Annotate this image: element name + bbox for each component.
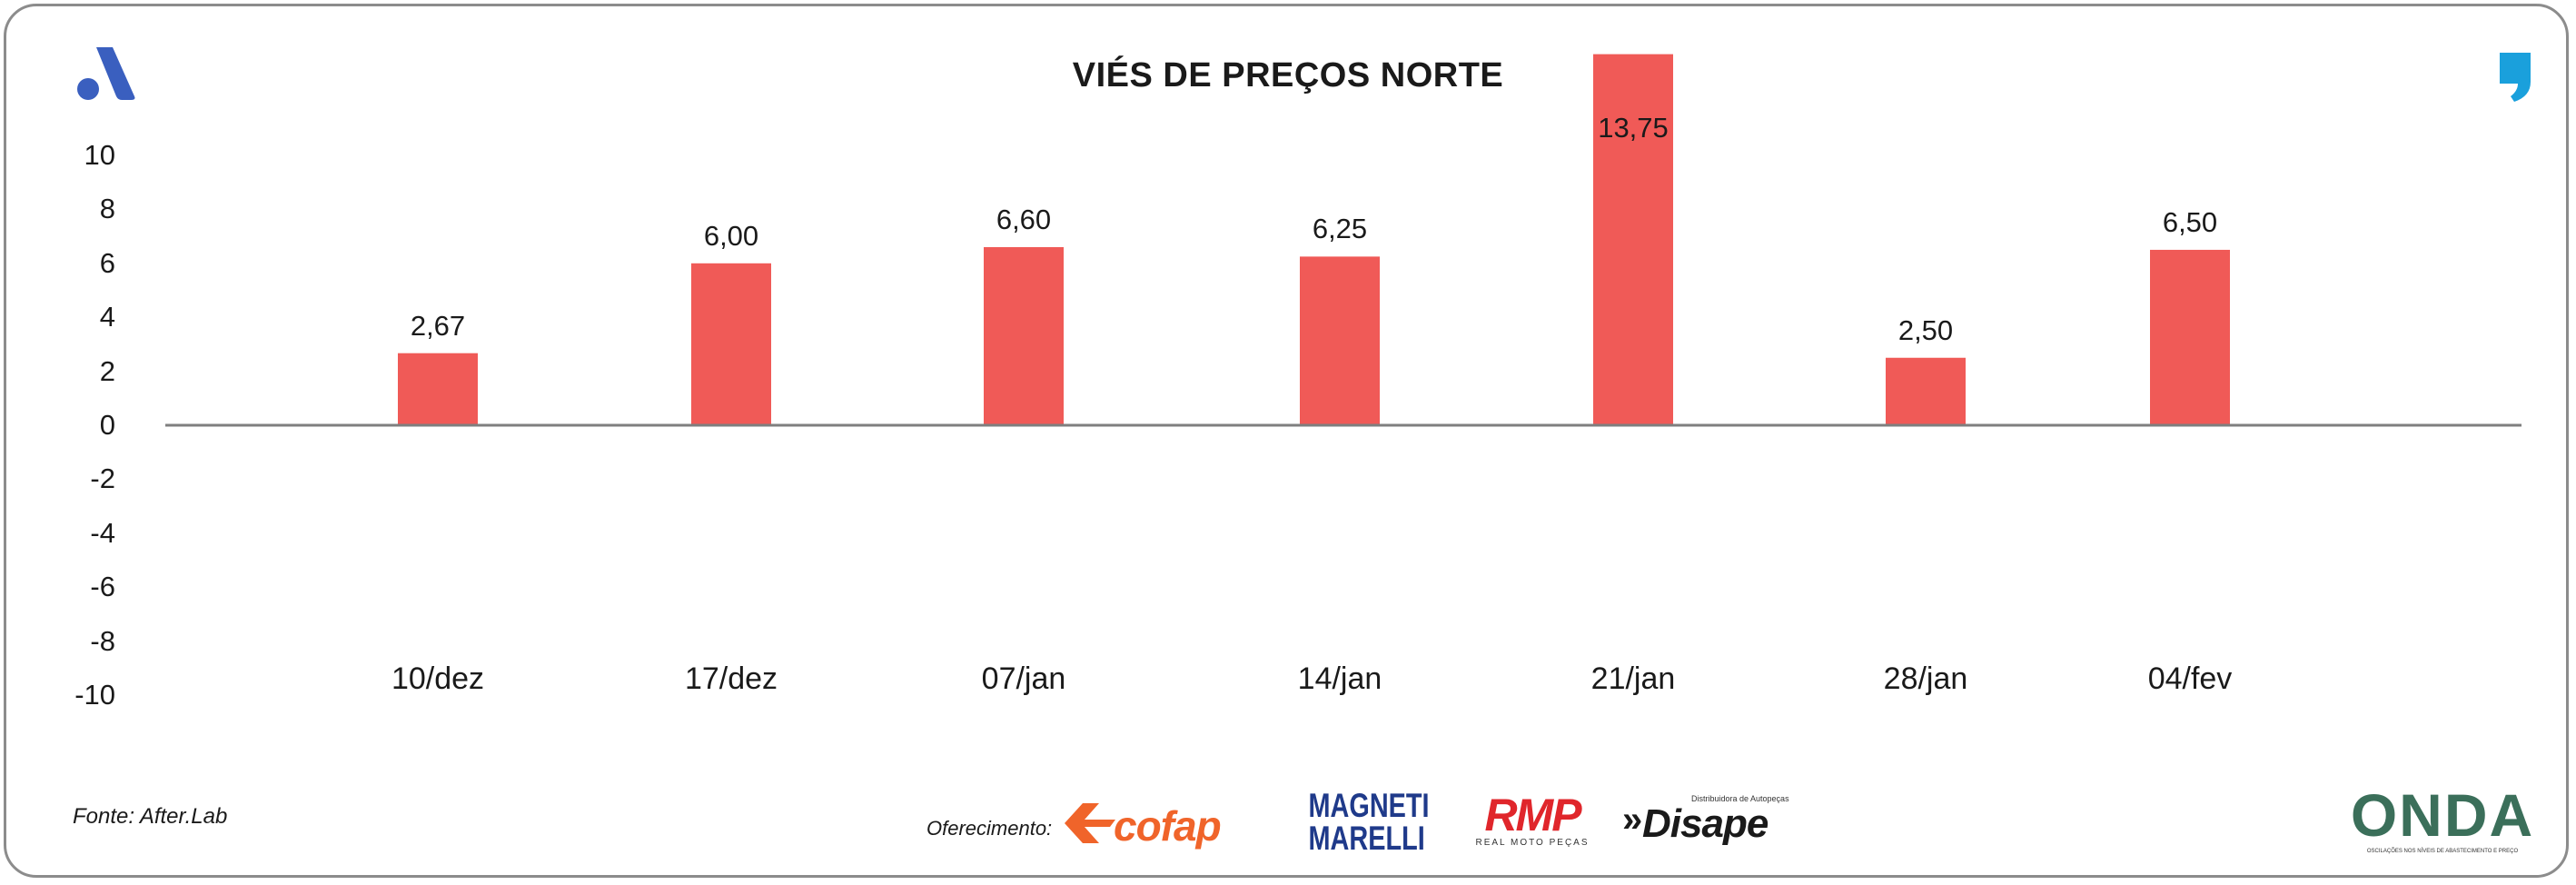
y-tick-label: 6 (99, 246, 115, 279)
rmp-wordmark: RMP (1484, 790, 1581, 840)
rmp-logo: RMP REAL MOTO PEÇAS (1464, 792, 1600, 852)
y-tick-label: 8 (99, 193, 115, 225)
magneti-line1: MAGNETI (1308, 787, 1430, 824)
x-tick-label: 04/fev (2147, 661, 2233, 696)
y-tick-label: 10 (84, 139, 115, 171)
disape-wordmark: Disape (1642, 801, 1769, 846)
x-tick-label: 28/jan (1883, 661, 1968, 696)
cofap-wordmark: cofap (1114, 802, 1222, 850)
x-tick-label: 07/jan (981, 661, 1066, 696)
onda-subtitle: OSCILAÇÕES NOS NÍVEIS DE ABASTECIMENTO E… (2366, 849, 2519, 854)
data-label: 2,67 (410, 309, 466, 342)
magneti-line2: MARELLI (1308, 820, 1425, 857)
offer-label: Oferecimento: (926, 817, 1053, 840)
bar-10/dez (398, 353, 478, 425)
data-label: 2,50 (1897, 313, 1954, 346)
data-label: 6,00 (703, 219, 759, 252)
disape-subtitle: Distribuidora de Autopeças (1691, 794, 1789, 803)
chart-title: VIÉS DE PREÇOS NORTE (1072, 56, 1504, 94)
y-tick-label: -10 (74, 679, 115, 711)
bar-17/dez (691, 263, 771, 425)
y-tick-label: -2 (90, 462, 115, 495)
cofap-logo: cofap (1063, 800, 1273, 850)
bar-07/jan (984, 246, 1064, 425)
brand-logo-icon (77, 47, 135, 100)
y-tick-label: 2 (99, 354, 115, 387)
y-tick-label: -6 (90, 571, 115, 603)
bar-28/jan (1886, 357, 1966, 425)
y-tick-label: -8 (90, 624, 115, 657)
y-tick-label: 0 (99, 409, 115, 441)
rmp-subtitle: REAL MOTO PEÇAS (1475, 838, 1590, 848)
data-label: 13,75 (1598, 112, 1669, 144)
data-label: 6,25 (1312, 213, 1368, 245)
disape-chevron-icon: » (1622, 800, 1643, 840)
data-label: 6,60 (996, 203, 1052, 235)
x-tick-label: 14/jan (1297, 661, 1382, 696)
x-tick-label: 17/dez (684, 661, 778, 696)
cofap-mark-icon (1065, 803, 1115, 843)
x-tick-label: 21/jan (1590, 661, 1676, 696)
chart-frame (4, 4, 2569, 878)
onda-wordmark: ONDA (2350, 781, 2535, 849)
magneti-marelli-logo: MAGNETI MARELLI (1293, 789, 1430, 858)
quote-icon (2500, 53, 2531, 102)
disape-logo: Distribuidora de Autopeças » Disape (1622, 794, 1804, 850)
bar-14/jan (1300, 256, 1380, 425)
data-label: 6,50 (2162, 205, 2218, 238)
x-tick-label: 10/dez (391, 661, 485, 696)
y-tick-label: -4 (90, 516, 115, 549)
bar-04/fev (2150, 249, 2230, 425)
onda-logo: ONDA OSCILAÇÕES NOS NÍVEIS DE ABASTECIME… (2347, 785, 2538, 861)
y-tick-label: 4 (99, 301, 115, 333)
source-note: Fonte: After.Lab (73, 804, 228, 829)
bar-21/jan (1593, 54, 1673, 425)
